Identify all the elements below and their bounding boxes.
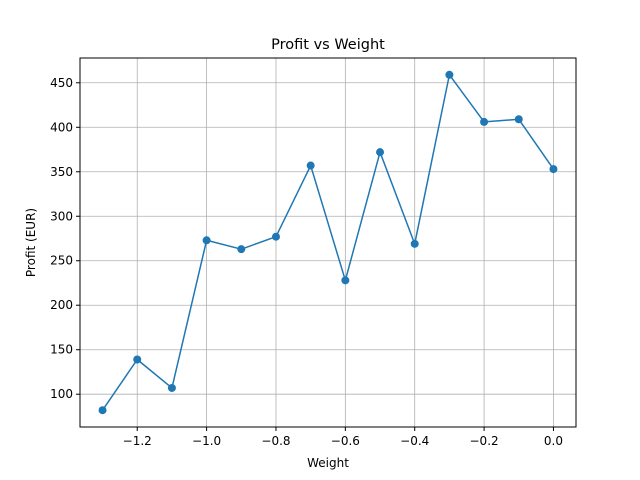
y-tick-label: 200 xyxy=(50,298,73,312)
data-point xyxy=(480,117,489,126)
data-point xyxy=(98,406,107,415)
y-tick-label: 100 xyxy=(50,387,73,401)
plot-frame xyxy=(79,57,577,428)
data-point xyxy=(306,161,315,170)
data-point xyxy=(271,232,280,241)
data-point xyxy=(202,236,211,245)
data-point xyxy=(237,245,246,254)
y-tick-label: 350 xyxy=(50,165,73,179)
y-tick-label: 400 xyxy=(50,120,73,134)
data-point xyxy=(167,383,176,392)
x-tick-label: −0.4 xyxy=(400,434,429,448)
x-tick-label: −1.2 xyxy=(123,434,152,448)
y-axis-label: Profit (EUR) xyxy=(24,208,38,277)
data-point xyxy=(410,239,419,248)
x-tick-label: −1.0 xyxy=(192,434,221,448)
y-tick-label: 150 xyxy=(50,343,73,357)
data-point xyxy=(445,70,454,79)
data-point xyxy=(549,165,558,174)
data-point xyxy=(376,148,385,157)
series-layer xyxy=(98,70,558,415)
y-tick-label: 450 xyxy=(50,76,73,90)
chart-title: Profit vs Weight xyxy=(271,37,385,53)
x-tick-label: −0.2 xyxy=(470,434,499,448)
data-point xyxy=(514,115,523,124)
y-tick-label: 250 xyxy=(50,254,73,268)
y-tick-label: 300 xyxy=(50,209,73,223)
data-point xyxy=(341,276,350,285)
x-axis-label: Weight xyxy=(307,456,349,470)
ticks-layer: −1.2 −1.0 −0.8 −0.6 −0.4 −0.2 0.0 100 150 200 250 3… xyxy=(50,76,563,448)
x-tick-label: 0.0 xyxy=(544,434,563,448)
x-tick-label: −0.6 xyxy=(331,434,360,448)
grid-layer xyxy=(80,58,576,427)
x-tick-label: −0.8 xyxy=(261,434,290,448)
data-point xyxy=(133,355,142,364)
series-line xyxy=(101,74,555,411)
